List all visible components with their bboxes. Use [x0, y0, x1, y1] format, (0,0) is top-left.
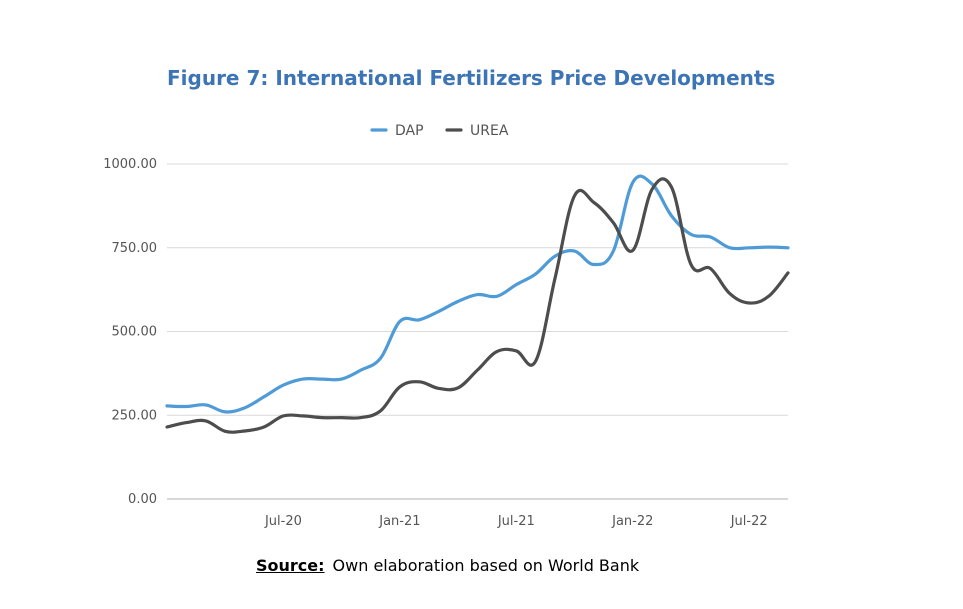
series-lines — [165, 174, 790, 434]
legend-label-dap: DAP — [395, 123, 424, 139]
x-tick-label: Jul-21 — [497, 514, 535, 529]
source-text: Own elaboration based on World Bank — [332, 556, 640, 575]
x-tick-label: Jan-21 — [378, 514, 420, 529]
legend-label-urea: UREA — [470, 123, 509, 139]
x-tick-label: Jan-22 — [611, 514, 653, 529]
grid-lines — [167, 163, 788, 416]
chart-title: Figure 7: International Fertilizers Pric… — [167, 66, 776, 90]
y-tick-label: 500.00 — [112, 325, 158, 340]
x-axis-ticks: Jul-20 Jan-21 Jul-21 Jan-22 Jul-22 — [264, 514, 768, 529]
y-axis-ticks: 0.00 250.00 500.00 750.00 1000.00 — [103, 157, 157, 507]
series-line-urea — [165, 177, 790, 434]
x-tick-label: Jul-20 — [264, 514, 302, 529]
y-tick-label: 1000.00 — [103, 157, 157, 172]
legend: DAP UREA — [370, 123, 509, 139]
series-line-dap — [165, 174, 790, 414]
x-tick-label: Jul-22 — [730, 514, 768, 529]
source-note: Source: Own elaboration based on World Ba… — [256, 556, 639, 575]
y-tick-label: 250.00 — [112, 408, 158, 423]
y-tick-label: 750.00 — [112, 241, 158, 256]
y-tick-label: 0.00 — [128, 492, 157, 507]
source-label: Source: — [256, 556, 325, 575]
